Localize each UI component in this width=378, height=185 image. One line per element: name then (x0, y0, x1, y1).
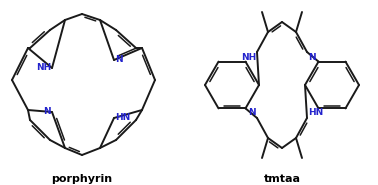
Text: NH: NH (241, 53, 256, 62)
Text: HN: HN (115, 112, 130, 122)
Text: NH: NH (36, 63, 51, 73)
Text: N: N (248, 108, 256, 117)
Text: N: N (115, 56, 122, 65)
Text: N: N (43, 107, 51, 117)
Text: porphyrin: porphyrin (51, 174, 113, 184)
Text: N: N (308, 53, 316, 62)
Text: HN: HN (308, 108, 323, 117)
Text: tmtaa: tmtaa (263, 174, 301, 184)
